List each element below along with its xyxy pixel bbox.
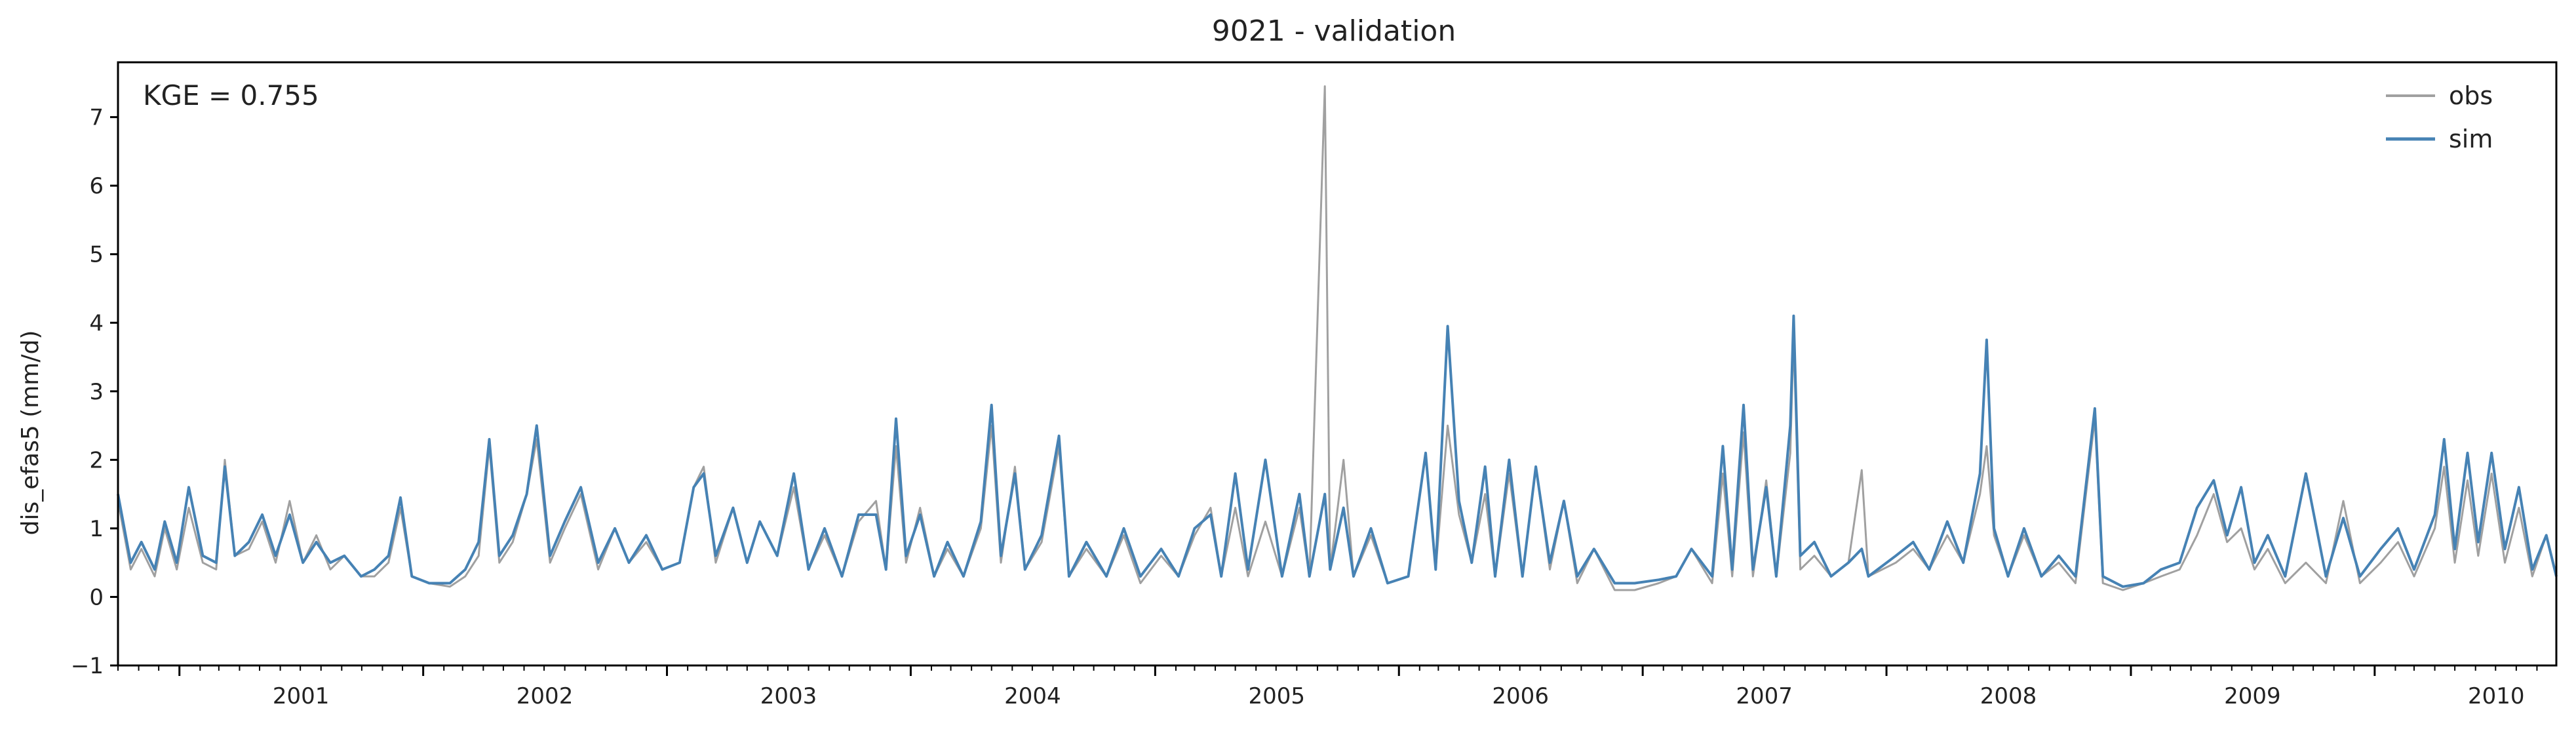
x-tick-label-2002: 2002	[517, 683, 574, 709]
y-tick-label: 3	[89, 379, 104, 405]
plot-frame	[117, 61, 2558, 667]
kge-annotation: KGE = 0.755	[143, 79, 319, 111]
y-tick-label: 6	[89, 173, 104, 199]
y-axis-title: dis_efas5 (mm/d)	[17, 330, 44, 536]
x-tick-label-2008: 2008	[1980, 683, 2037, 709]
legend: obs sim	[2386, 81, 2493, 153]
y-tick-label: 7	[89, 105, 104, 131]
x-axis-ticks: 2001 2002 2003 2004 2005 2006 2007 2008 2009 2010	[117, 665, 2538, 709]
x-tick-label-2005: 2005	[1249, 683, 1306, 709]
y-tick-label: 1	[89, 516, 104, 542]
x-tick-label-2009: 2009	[2224, 683, 2281, 709]
y-tick-label: 5	[89, 242, 104, 268]
y-tick-label: −1	[71, 653, 104, 679]
series-line-sim	[117, 314, 2558, 588]
x-tick-label-2003: 2003	[760, 683, 817, 709]
series-layer	[117, 85, 2558, 591]
x-tick-label-2010: 2010	[2468, 683, 2525, 709]
y-axis-ticks: −1 0 1 2 3 4 5 6 7	[71, 105, 118, 679]
x-tick-label-2006: 2006	[1492, 683, 1549, 709]
x-tick-label-2001: 2001	[273, 683, 330, 709]
chart-title: 9021 - validation	[1212, 14, 1456, 48]
legend-obs-label: obs	[2449, 81, 2493, 110]
legend-sim-label: sim	[2449, 125, 2493, 153]
y-tick-label: 4	[89, 310, 104, 336]
y-tick-label: 2	[89, 447, 104, 473]
x-tick-label-2007: 2007	[1736, 683, 1793, 709]
x-tick-label-2004: 2004	[1004, 683, 1061, 709]
y-tick-label: 0	[89, 584, 104, 610]
